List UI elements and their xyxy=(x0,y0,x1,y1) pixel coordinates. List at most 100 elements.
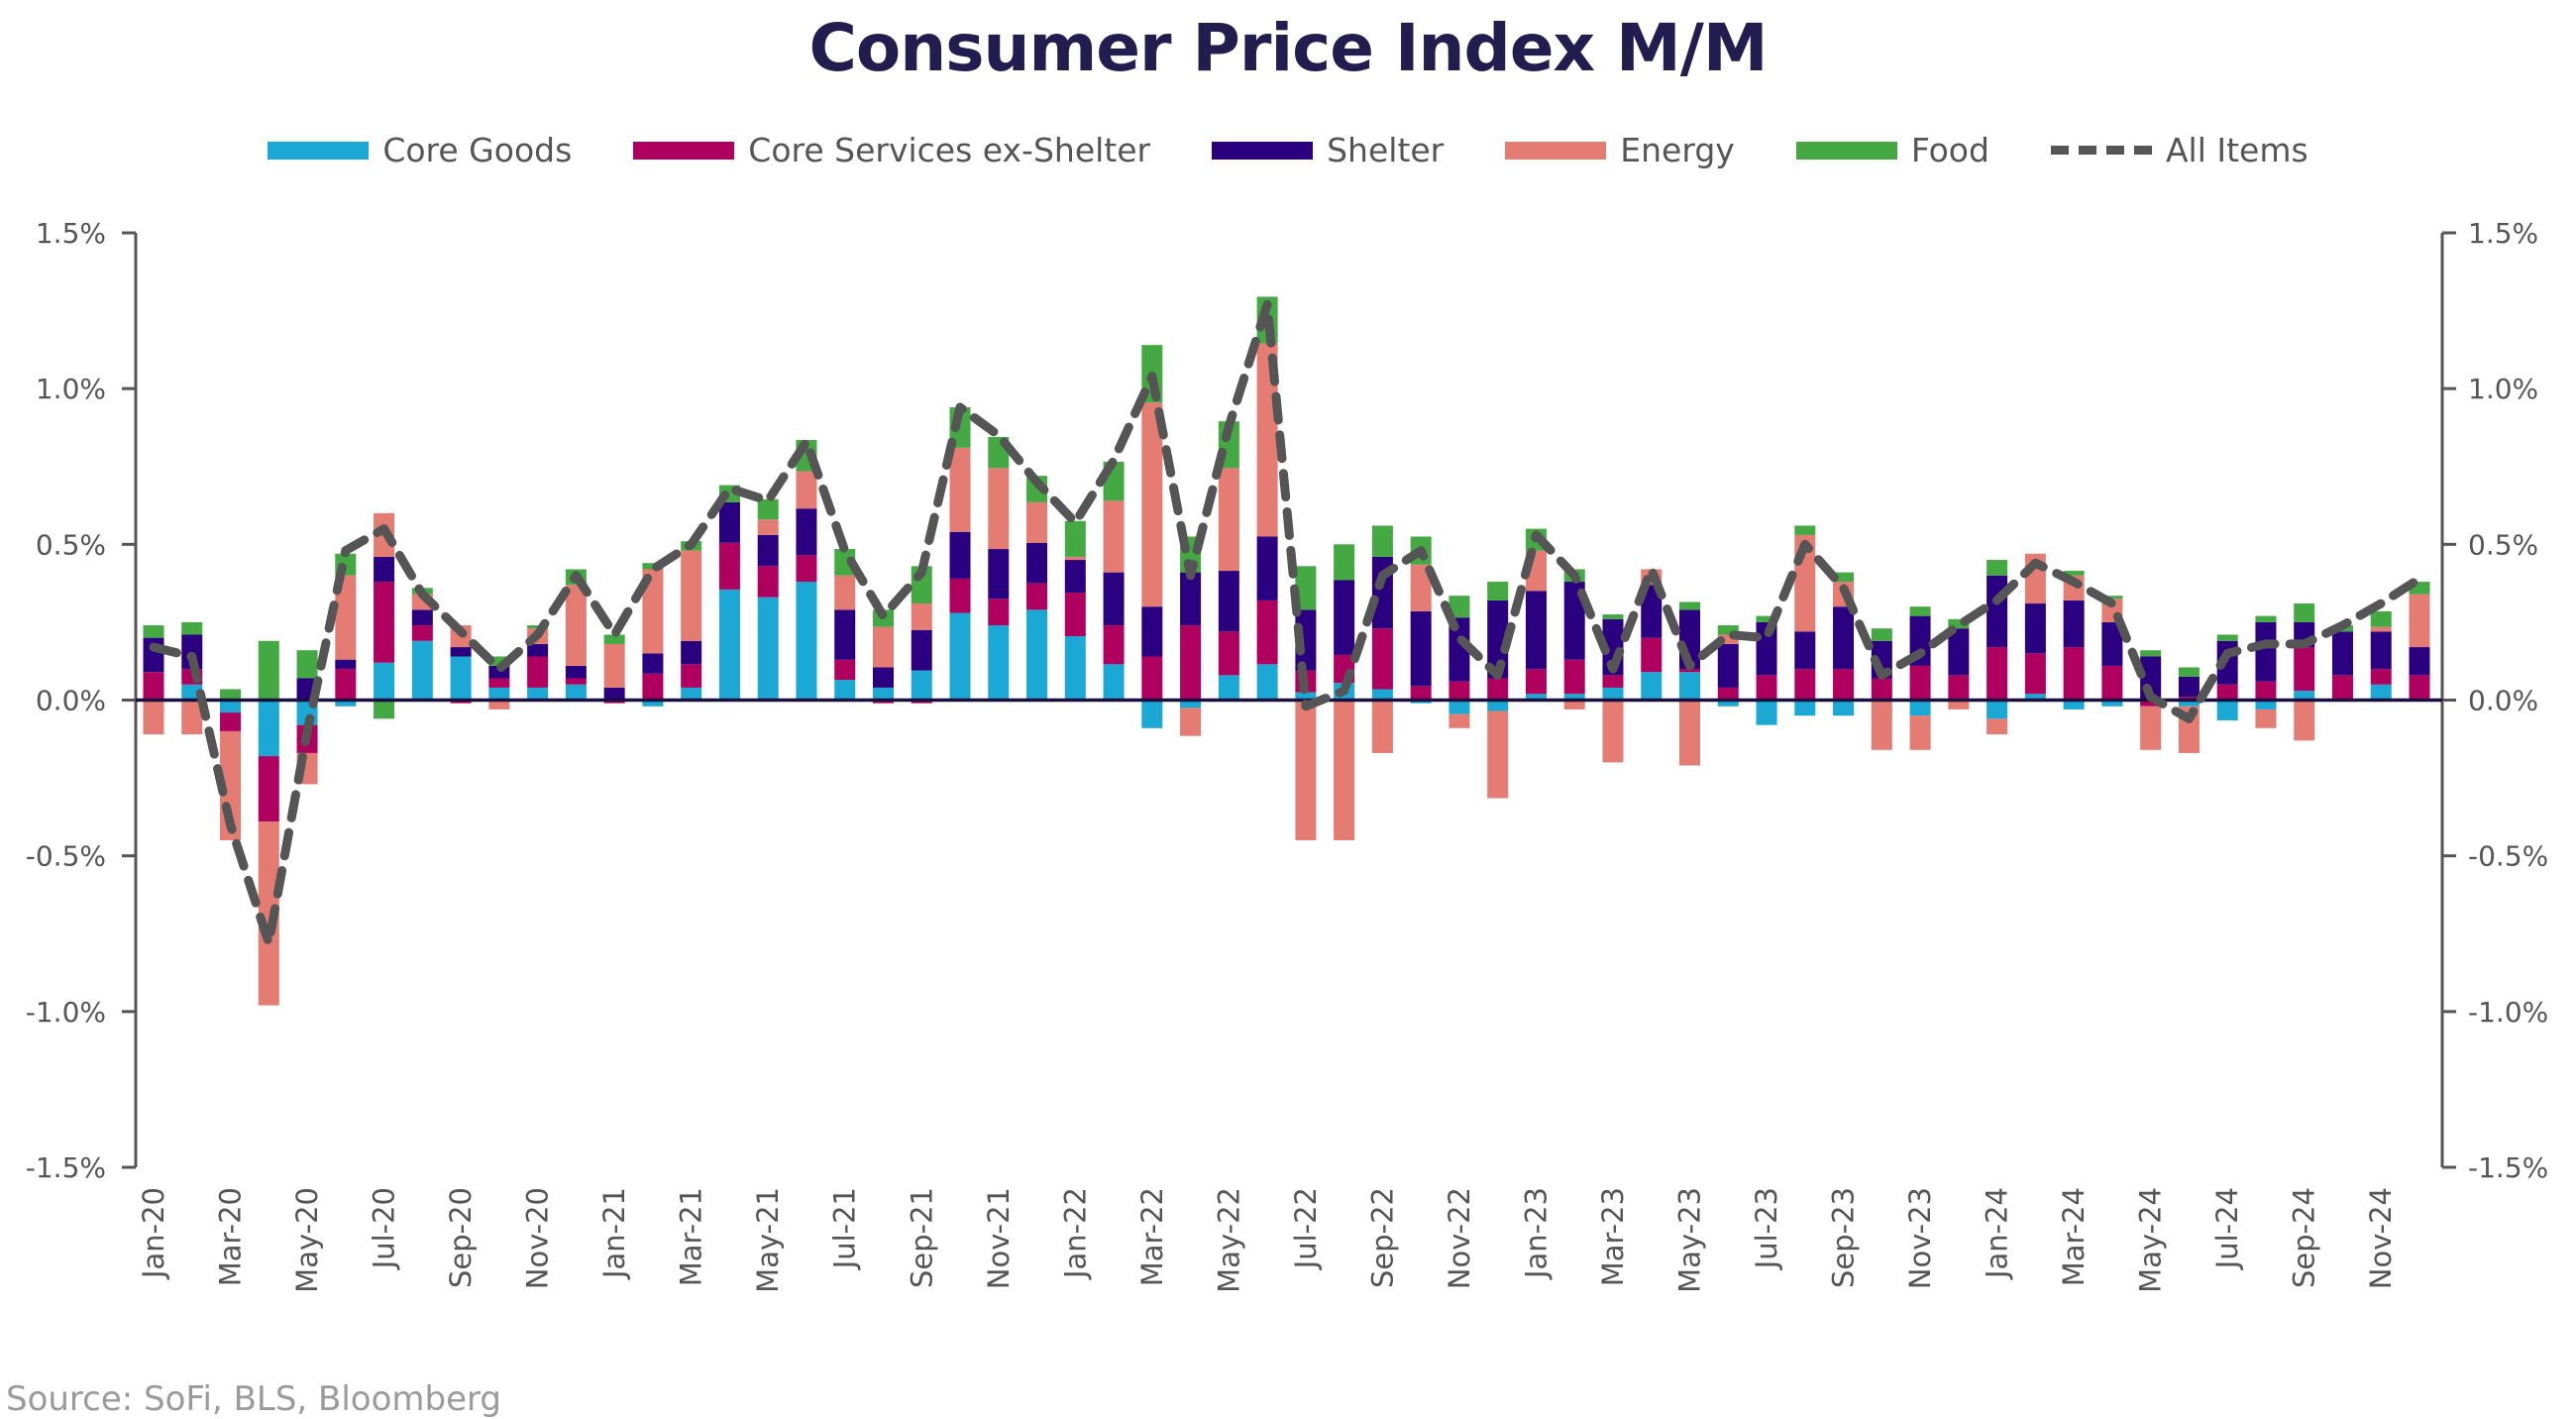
bar-segment-core-goods-sep-20 xyxy=(450,656,472,701)
bar-segment-shelter-sep-21 xyxy=(911,629,932,671)
legend-item-food: Food xyxy=(1795,131,1989,169)
bar-segment-shelter-oct-24 xyxy=(2331,631,2353,676)
bar-segment-food-mar-24 xyxy=(2063,571,2085,576)
bar-segment-food-oct-23 xyxy=(1871,628,1892,641)
bar-segment-shelter-jan-22 xyxy=(1064,560,1086,594)
bar-segment-shelter-jan-23 xyxy=(1525,591,1547,670)
bar-segment-shelter-aug-21 xyxy=(872,667,894,688)
x-tick-label: May-22 xyxy=(1212,1187,1245,1293)
bar-segment-food-sep-22 xyxy=(1371,525,1393,557)
bar-segment-core-services-ex-shelter-jan-22 xyxy=(1064,593,1086,637)
bar-segment-core-services-ex-shelter-aug-23 xyxy=(1794,669,1816,701)
bar-segment-core-goods-sep-22 xyxy=(1371,689,1393,701)
x-tick-label: Mar-22 xyxy=(1135,1187,1169,1286)
bar-segment-core-services-ex-shelter-aug-20 xyxy=(411,625,433,641)
bar-segment-core-services-ex-shelter-oct-20 xyxy=(488,678,510,688)
bar-segment-core-services-ex-shelter-feb-21 xyxy=(642,673,664,701)
chart-title: Consumer Price Index M/M xyxy=(808,10,1768,86)
bar-segment-food-may-24 xyxy=(2140,650,2162,657)
legend-swatch xyxy=(1505,141,1607,160)
bar-segment-shelter-dec-24 xyxy=(2409,647,2430,676)
y-tick-label-left: -1.0% xyxy=(26,996,106,1029)
x-tick-label: May-20 xyxy=(290,1187,324,1293)
x-tick-label: Jul-24 xyxy=(2210,1187,2244,1270)
bar-segment-core-services-ex-shelter-apr-24 xyxy=(2101,665,2123,701)
bar-segment-core-goods-jul-21 xyxy=(834,680,856,701)
bar-segment-core-goods-jan-24 xyxy=(1986,700,2008,719)
bar-segment-shelter-mar-21 xyxy=(681,640,702,665)
bar-segment-core-goods-nov-22 xyxy=(1449,700,1470,714)
bar-segment-core-goods-jul-24 xyxy=(2216,700,2238,720)
x-tick-label: Jan-20 xyxy=(137,1187,170,1280)
x-tick-label: May-23 xyxy=(1673,1187,1707,1293)
bar-segment-food-jul-20 xyxy=(374,700,395,719)
x-tick-label: Nov-20 xyxy=(521,1187,555,1289)
bar-segment-core-goods-feb-22 xyxy=(1103,664,1125,701)
x-tick-label: Jul-22 xyxy=(1289,1187,1323,1270)
x-tick-label: Mar-21 xyxy=(675,1187,708,1286)
x-tick-label: Mar-24 xyxy=(2057,1187,2091,1286)
bar-segment-core-services-ex-shelter-jan-24 xyxy=(1986,647,2008,701)
bar-segment-core-services-ex-shelter-nov-21 xyxy=(988,599,1010,626)
bar-segment-shelter-mar-24 xyxy=(2063,600,2085,648)
y-tick-label-left: 1.5% xyxy=(36,217,106,250)
bar-segment-shelter-jun-20 xyxy=(335,659,357,670)
bar-segment-energy-mar-23 xyxy=(1602,700,1624,763)
bar-segment-core-goods-apr-21 xyxy=(718,589,740,701)
legend-swatch xyxy=(268,141,370,160)
y-tick-label-left: -0.5% xyxy=(26,840,106,873)
bar-segment-core-goods-mar-21 xyxy=(681,687,702,701)
bar-segment-shelter-dec-21 xyxy=(1026,542,1048,584)
bar-segment-core-services-ex-shelter-aug-24 xyxy=(2255,681,2277,701)
x-tick-label: Sep-23 xyxy=(1827,1187,1861,1288)
bar-segment-energy-jan-20 xyxy=(143,700,164,735)
bar-segment-shelter-apr-23 xyxy=(1641,585,1663,638)
bar-segment-energy-may-21 xyxy=(757,519,779,535)
bar-segment-core-services-ex-shelter-jun-23 xyxy=(1717,687,1739,701)
bar-segment-core-services-ex-shelter-dec-23 xyxy=(1948,675,1970,701)
legend-swatch xyxy=(1795,141,1897,160)
bar-segment-energy-mar-22 xyxy=(1141,402,1163,607)
bar-segment-energy-aug-24 xyxy=(2255,709,2277,728)
bar-segment-core-services-ex-shelter-jan-23 xyxy=(1525,669,1547,695)
legend-label: Core Goods xyxy=(382,131,573,169)
bar-segment-shelter-jun-23 xyxy=(1717,643,1739,688)
bar-segment-energy-dec-21 xyxy=(1026,501,1048,543)
bar-segment-core-goods-mar-24 xyxy=(2063,700,2085,710)
bar-segment-core-goods-sep-24 xyxy=(2294,691,2315,701)
bar-segment-food-may-21 xyxy=(757,498,779,520)
bar-segment-shelter-may-22 xyxy=(1218,571,1239,632)
bar-segment-core-services-ex-shelter-dec-24 xyxy=(2409,675,2430,701)
legend-item-all-items: All Items xyxy=(2050,131,2308,169)
bar-segment-food-nov-24 xyxy=(2370,610,2392,627)
bar-segment-energy-jul-22 xyxy=(1295,700,1317,840)
bar-segment-energy-sep-24 xyxy=(2294,700,2315,741)
bar-segment-core-services-ex-shelter-oct-22 xyxy=(1410,686,1432,701)
bar-segment-shelter-apr-24 xyxy=(2101,621,2123,666)
bar-segment-core-goods-jan-23 xyxy=(1525,694,1547,701)
bar-segment-core-goods-may-21 xyxy=(757,597,779,701)
bar-segment-food-nov-23 xyxy=(1909,606,1931,616)
bar-segment-energy-dec-22 xyxy=(1487,710,1509,799)
y-tick-label-left: -1.5% xyxy=(26,1151,106,1184)
legend-item-core-goods: Core Goods xyxy=(268,131,572,169)
bar-segment-shelter-oct-22 xyxy=(1410,610,1432,687)
bar-segment-energy-feb-23 xyxy=(1563,700,1585,710)
legend: Core Goods Core Services ex-Shelter Shel… xyxy=(0,131,2576,169)
bar-segment-core-services-ex-shelter-sep-22 xyxy=(1371,628,1393,690)
bar-segment-core-services-ex-shelter-apr-22 xyxy=(1180,625,1202,701)
x-tick-label: Jul-21 xyxy=(828,1187,862,1270)
bar-segment-shelter-dec-23 xyxy=(1948,628,1970,676)
bar-segment-food-jan-22 xyxy=(1064,520,1086,557)
bar-segment-core-services-ex-shelter-mar-21 xyxy=(681,664,702,688)
bar-segment-core-services-ex-shelter-mar-24 xyxy=(2063,647,2085,701)
x-tick-label: Sep-20 xyxy=(444,1187,478,1288)
x-tick-label: Jul-23 xyxy=(1750,1187,1783,1270)
bar-segment-core-services-ex-shelter-nov-20 xyxy=(527,656,549,688)
bar-segment-core-goods-sep-21 xyxy=(911,670,932,701)
bar-segment-core-goods-mar-22 xyxy=(1141,700,1163,728)
x-tick-label: May-24 xyxy=(2134,1187,2168,1293)
bar-segment-food-mar-23 xyxy=(1602,614,1624,619)
x-tick-label: Nov-24 xyxy=(2364,1187,2398,1289)
bar-segment-core-goods-nov-20 xyxy=(527,687,549,701)
